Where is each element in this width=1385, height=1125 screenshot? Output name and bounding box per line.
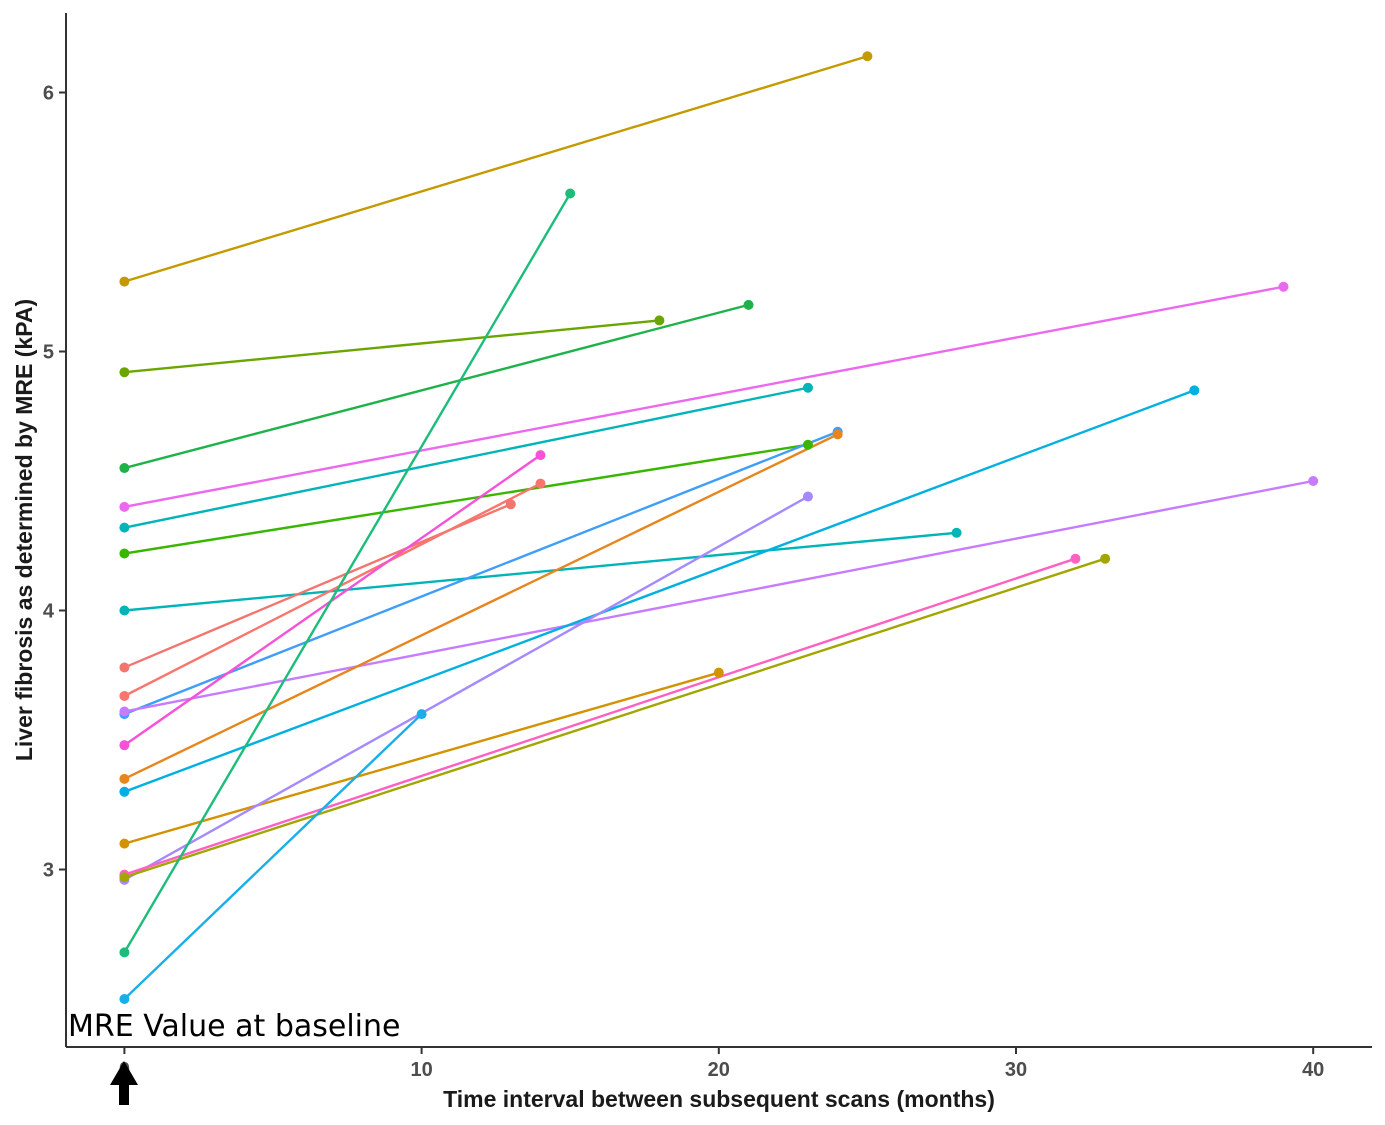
data-point — [119, 548, 130, 559]
data-point — [119, 276, 130, 287]
data-point — [832, 429, 843, 440]
series-points — [119, 51, 1319, 1004]
data-point — [1070, 553, 1081, 564]
data-point — [713, 667, 724, 678]
x-tick-label: 40 — [1302, 1059, 1324, 1081]
data-point — [802, 382, 813, 393]
x-tick-label: 10 — [410, 1059, 432, 1081]
y-tick-label: 4 — [43, 601, 55, 623]
y-axis-ticks: 3 4 5 6 — [43, 83, 66, 882]
data-point — [1308, 476, 1319, 486]
series-line — [124, 671, 720, 845]
baseline-arrow — [110, 1061, 138, 1105]
y-tick-label: 6 — [43, 83, 54, 105]
data-point — [743, 299, 754, 310]
data-point — [1100, 553, 1111, 564]
data-point — [119, 786, 130, 797]
series-line — [123, 430, 839, 716]
data-point — [119, 740, 130, 751]
series-line — [123, 482, 542, 698]
data-point — [416, 709, 427, 720]
y-axis-title: Liver fibrosis as determined by MRE (kPA… — [11, 299, 37, 761]
data-point — [119, 994, 130, 1004]
x-axis-ticks: 010203040 — [119, 1047, 1324, 1081]
data-point — [654, 315, 665, 326]
y-tick-label: 5 — [43, 342, 54, 364]
data-point — [119, 605, 130, 616]
data-point — [119, 838, 130, 849]
data-point — [1189, 385, 1200, 396]
data-point — [119, 367, 130, 378]
data-point — [119, 501, 130, 512]
arrow-up-icon — [110, 1061, 138, 1105]
series-line — [124, 285, 1284, 509]
series-line — [123, 713, 423, 1000]
series-line — [124, 443, 809, 555]
series-line — [124, 531, 957, 612]
data-point — [802, 439, 813, 450]
data-point — [119, 872, 130, 883]
baseline-annotation: MRE Value at baseline — [68, 1009, 400, 1044]
series-line — [124, 557, 1106, 879]
data-point — [802, 491, 813, 502]
x-tick-label: 20 — [708, 1059, 730, 1081]
series-line — [123, 433, 839, 780]
series-line — [123, 495, 809, 881]
data-point — [505, 499, 516, 510]
x-tick-label: 30 — [1005, 1059, 1027, 1081]
series-lines — [123, 55, 1314, 1000]
data-point — [119, 773, 130, 784]
data-point — [119, 662, 130, 673]
data-point — [535, 478, 546, 489]
data-point — [119, 947, 130, 958]
series-line — [124, 319, 660, 374]
series-line — [124, 303, 749, 470]
series-line — [124, 386, 809, 529]
data-point — [119, 706, 130, 717]
series-line — [123, 192, 572, 953]
data-point — [119, 522, 130, 533]
data-point — [119, 463, 130, 474]
x-axis-title: Time interval between subsequent scans (… — [443, 1086, 995, 1112]
series-line — [124, 557, 1076, 876]
series-line — [124, 55, 868, 283]
data-point — [951, 527, 962, 538]
series-line — [123, 389, 1195, 793]
series-line — [124, 479, 1314, 713]
data-point — [565, 188, 576, 199]
data-point — [862, 51, 873, 62]
y-tick-label: 3 — [43, 860, 54, 882]
data-point — [119, 690, 130, 701]
data-point — [535, 450, 546, 461]
data-point — [1278, 281, 1289, 292]
